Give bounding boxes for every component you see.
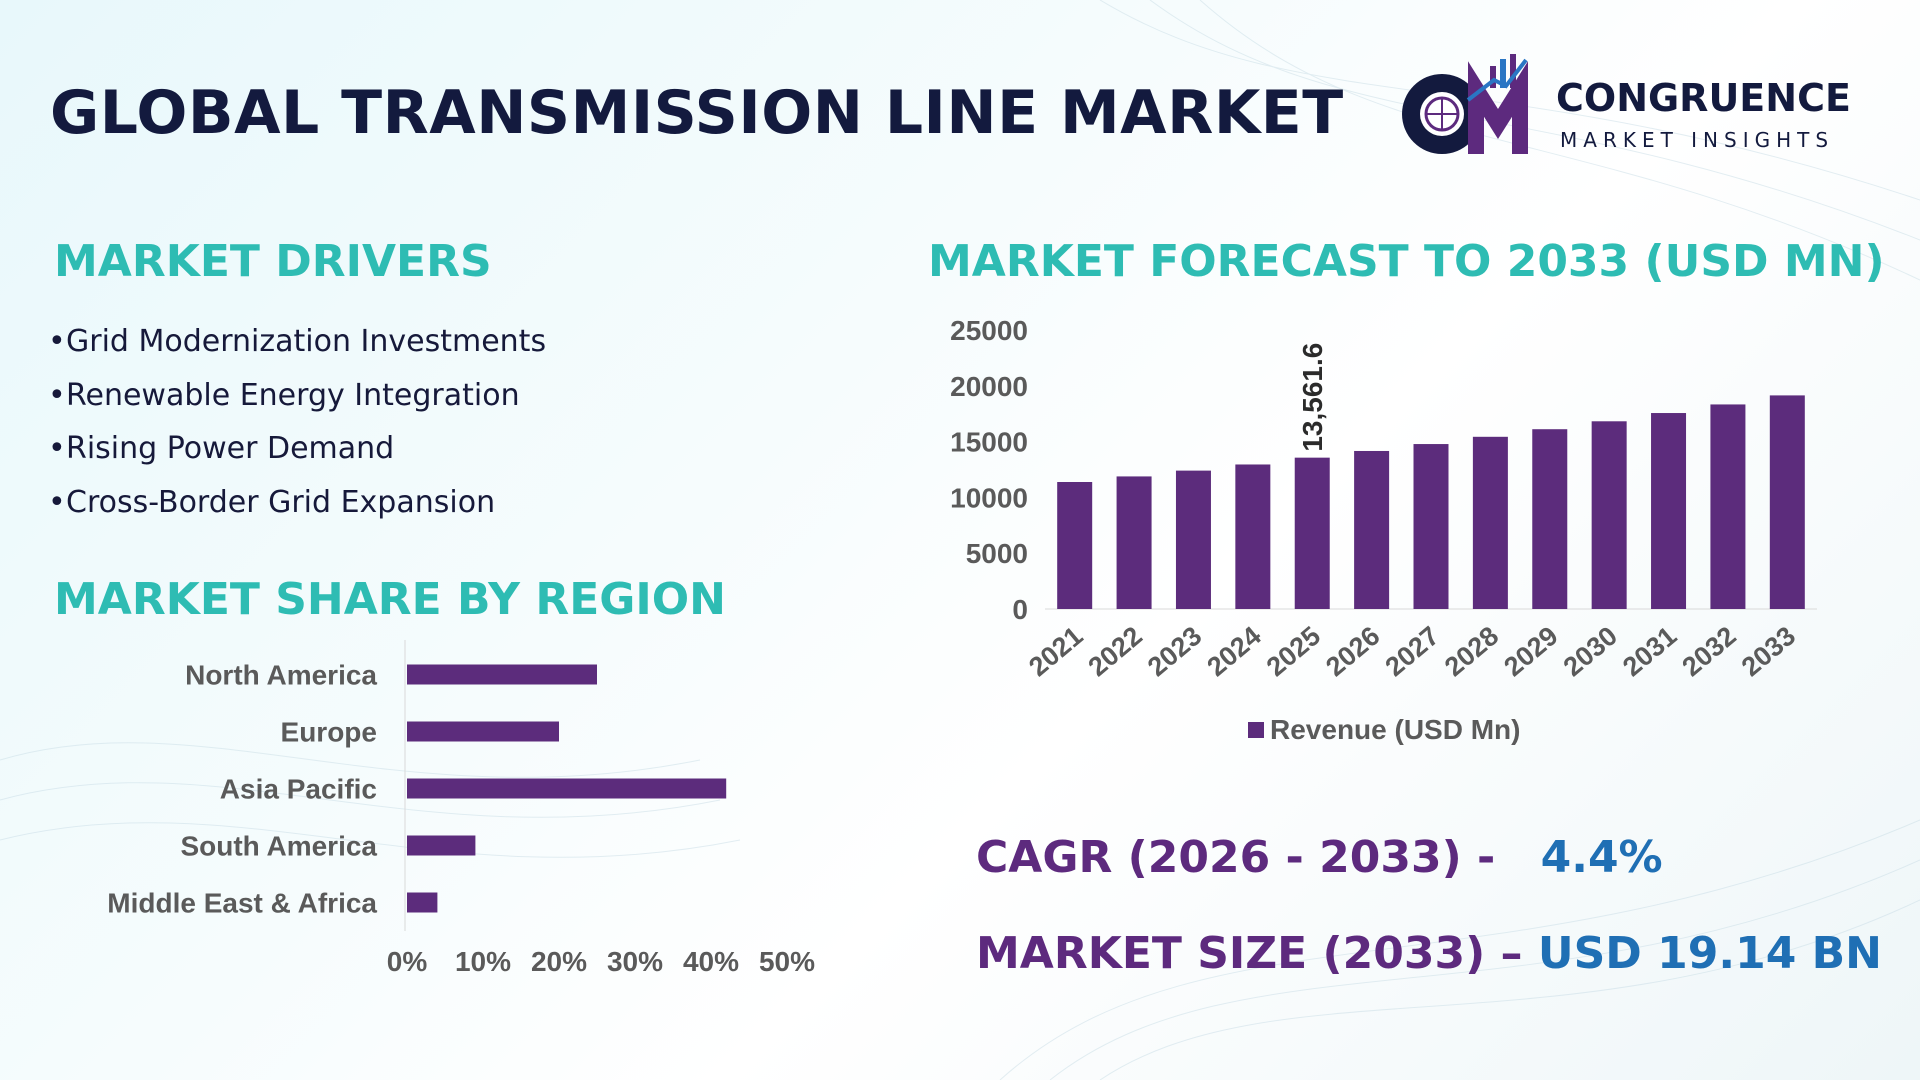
forecast-bar [1235,464,1271,609]
forecast-y-tick-label: 0 [1012,594,1028,625]
logo-name: CONGRUENCE [1556,76,1851,120]
cagr-kpi: CAGR (2026 - 2033) - 4.4% [976,832,1663,883]
forecast-y-tick-label: 10000 [950,482,1028,513]
forecast-x-tick-label: 2030 [1558,621,1623,683]
region-bar [407,778,727,799]
forecast-bar [1057,481,1093,609]
forecast-bar [1413,444,1449,609]
logo-mark-icon [1402,54,1528,154]
drivers-heading: MARKET DRIVERS [54,236,492,287]
driver-item: •Grid Modernization Investments [48,324,547,359]
forecast-y-tick-label: 5000 [966,538,1028,569]
forecast-x-tick-label: 2027 [1380,621,1445,683]
page-title: GLOBAL TRANSMISSION LINE MARKET [50,78,1344,148]
region-tick-label: 50% [759,946,815,977]
region-category-label: Middle East & Africa [107,888,377,919]
forecast-data-label: 13,561.6 [1297,343,1328,452]
cagr-label: CAGR (2026 - 2033) - [976,832,1496,883]
forecast-bar [1294,457,1330,609]
region-category-label: Asia Pacific [220,774,377,805]
region-tick-label: 30% [607,946,663,977]
region-bar [407,664,597,685]
forecast-x-tick-label: 2032 [1676,621,1741,683]
drivers-list: •Grid Modernization Investments •Renewab… [48,322,546,537]
region-bar [407,835,476,856]
driver-item: •Cross-Border Grid Expansion [48,485,496,521]
forecast-x-tick-label: 2029 [1498,621,1563,683]
forecast-y-tick-label: 25000 [950,315,1028,346]
forecast-x-tick-label: 2024 [1201,621,1266,683]
forecast-chart: 0500010000150002000025000202120222023202… [950,315,1817,745]
forecast-bar [1769,395,1805,609]
region-tick-label: 40% [683,946,739,977]
forecast-x-tick-label: 2023 [1142,621,1207,683]
market-size-label: MARKET SIZE (2033) – [976,928,1523,979]
region-share-chart: North America Europe Asia Pacific South Ame… [107,640,815,977]
driver-item: •Renewable Energy Integration [48,377,520,413]
region-category-label: North America [185,660,377,691]
forecast-bar [1175,470,1211,609]
region-tick-label: 20% [531,946,587,977]
forecast-bar [1354,450,1390,609]
legend-label: Revenue (USD Mn) [1270,714,1520,745]
forecast-heading: MARKET FORECAST TO 2033 (USD MN) [928,236,1885,287]
forecast-x-tick-label: 2021 [1023,621,1088,683]
forecast-bar [1651,413,1687,609]
forecast-x-tick-label: 2026 [1320,621,1385,683]
forecast-bar [1116,476,1152,609]
regions-heading: MARKET SHARE BY REGION [54,574,726,625]
region-bar [407,892,438,913]
driver-item: •Rising Power Demand [48,431,395,467]
brand-logo: CONGRUENCE MARKET INSIGHTS [1398,54,1878,164]
forecast-y-tick-label: 20000 [950,371,1028,402]
region-tick-label: 10% [455,946,511,977]
legend-swatch [1248,722,1264,738]
forecast-x-tick-label: 2028 [1439,621,1504,683]
region-category-label: South America [180,831,377,862]
logo-subtitle: MARKET INSIGHTS [1560,128,1835,152]
forecast-x-tick-label: 2025 [1261,621,1326,683]
region-bar [407,721,559,742]
region-tick-label: 0% [387,946,428,977]
forecast-bar [1591,421,1627,609]
forecast-x-tick-label: 2031 [1617,621,1682,683]
cagr-value: 4.4% [1540,832,1663,883]
market-size-value: USD 19.14 BN [1537,928,1882,979]
region-category-label: Europe [281,717,377,748]
forecast-bar [1472,436,1508,609]
market-size-kpi: MARKET SIZE (2033) – USD 19.14 BN [976,928,1882,979]
forecast-x-tick-label: 2022 [1083,621,1148,683]
forecast-x-tick-label: 2033 [1736,621,1801,683]
forecast-bar [1710,404,1746,609]
forecast-y-tick-label: 15000 [950,427,1028,458]
forecast-bar [1532,429,1568,609]
